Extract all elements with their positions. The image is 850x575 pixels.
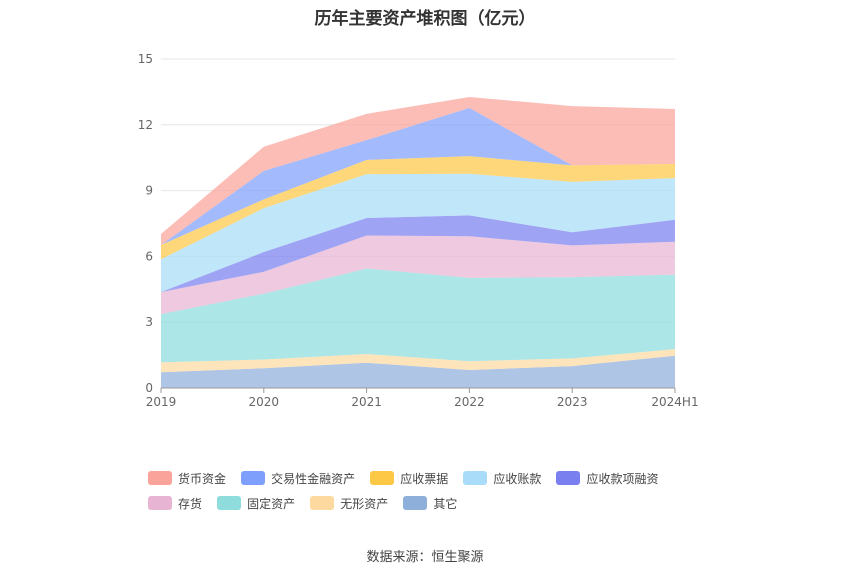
legend-label: 存货 [178, 496, 203, 511]
y-tick-label: 6 [145, 249, 153, 263]
x-tick-label: 2021 [351, 395, 382, 409]
legend-label: 应收票据 [400, 471, 449, 486]
area-货币资金 [161, 96, 675, 245]
legend-label: 应收账款 [493, 471, 542, 486]
x-tick-label: 2019 [146, 395, 177, 409]
legend-label: 应收款项融资 [586, 471, 659, 486]
x-tick-label: 2024H1 [651, 395, 698, 409]
area-无形资产 [161, 349, 675, 373]
legend-item[interactable]: 无形资产 [310, 496, 389, 511]
area-应收票据 [161, 156, 675, 260]
legend-swatch [217, 496, 242, 510]
legend-item[interactable]: 应收款项融资 [556, 471, 659, 486]
source-note: 数据来源：恒生聚源 [366, 550, 484, 565]
x-tick-label: 2020 [249, 395, 280, 409]
legend-swatch [148, 471, 172, 485]
x-tick-label: 2022 [454, 395, 485, 409]
legend-label: 固定资产 [247, 496, 296, 511]
legend-item[interactable]: 应收票据 [370, 471, 449, 486]
area-应收账款 [161, 173, 675, 293]
area-其它 [161, 355, 675, 388]
area-存货 [161, 235, 675, 315]
legend-item[interactable]: 应收账款 [463, 471, 542, 486]
legend-swatch [310, 496, 335, 510]
legend-label: 交易性金融资产 [271, 471, 356, 486]
y-tick-label: 3 [145, 315, 153, 329]
y-tick-label: 12 [138, 118, 153, 132]
legend-item[interactable]: 存货 [148, 496, 203, 511]
legend-label: 无形资产 [340, 496, 389, 511]
chart-title: 历年主要资产堆积图（亿元） [314, 9, 536, 29]
legend-item[interactable]: 交易性金融资产 [241, 471, 356, 486]
legend-swatch [241, 471, 266, 485]
area-交易性金融资产 [161, 107, 675, 245]
chart-legend: 货币资金 交易性金融资产 应收票据 应收账款 应收款项融资 存货 固定资产 无形… [148, 470, 728, 520]
legend-item[interactable]: 固定资产 [217, 496, 296, 511]
legend-swatch [403, 496, 428, 510]
y-tick-label: 9 [145, 184, 153, 198]
area-应收款项融资 [161, 215, 675, 293]
legend-swatch [148, 496, 172, 510]
y-tick-label: 0 [145, 381, 153, 395]
legend-swatch [370, 471, 395, 485]
legend-label: 其它 [433, 496, 458, 511]
x-tick-label: 2023 [557, 395, 588, 409]
legend-item[interactable]: 货币资金 [148, 471, 227, 486]
y-tick-label: 15 [138, 52, 153, 66]
legend-swatch [556, 471, 581, 485]
legend-label: 货币资金 [178, 471, 227, 486]
legend-item[interactable]: 其它 [403, 496, 458, 511]
area-固定资产 [161, 268, 675, 363]
legend-swatch [463, 471, 488, 485]
